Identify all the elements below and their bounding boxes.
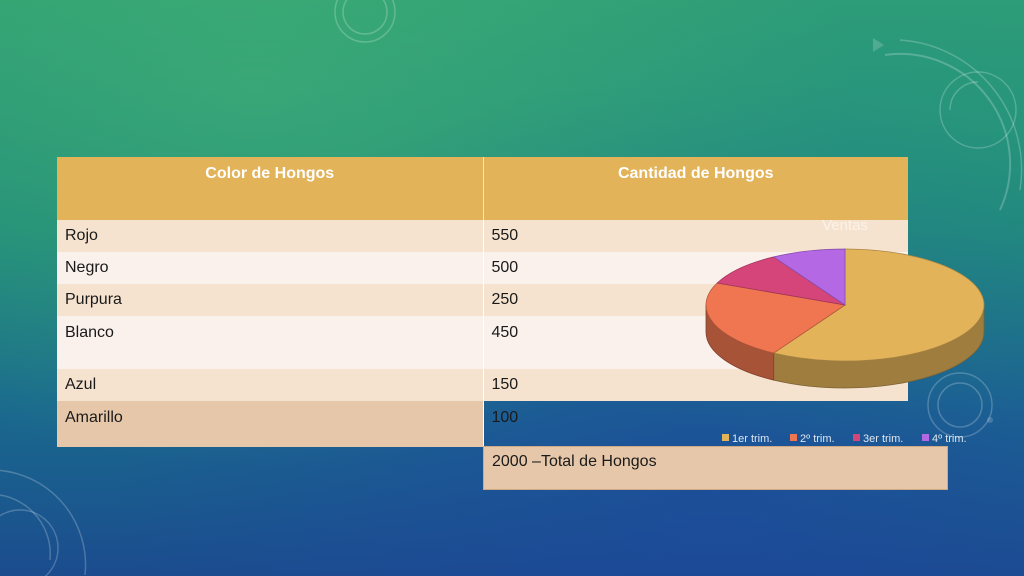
cell-color: Azul <box>57 369 484 401</box>
table-row: Rojo 550 <box>57 220 908 252</box>
cell-color: Blanco <box>57 316 484 369</box>
cell-quantity: 550 <box>483 220 908 252</box>
pie-slice-2 <box>705 282 847 354</box>
legend-swatch <box>853 434 860 441</box>
header-color: Color de Hongos <box>57 157 484 220</box>
legend-label: 2º trim. <box>800 433 835 445</box>
legend-item-2: 2º trim. <box>790 433 835 445</box>
legend-label: 4º trim. <box>932 433 967 445</box>
pie-slice-1 <box>772 248 985 362</box>
header-quantity: Cantidad de Hongos <box>483 157 908 220</box>
legend-swatch <box>922 434 929 441</box>
legend-item-1: 1er trim. <box>722 433 772 445</box>
chart-title: Ventas <box>822 217 868 234</box>
total-box: 2000 –Total de Hongos <box>483 446 948 490</box>
table-row: Amarillo 100 <box>57 401 908 447</box>
legend-swatch <box>722 434 729 441</box>
legend-item-4: 4º trim. <box>922 433 967 445</box>
pie-slice-3 <box>716 256 846 306</box>
pie-top <box>705 248 985 362</box>
chart-legend: 1er trim. 2º trim. 3er trim. 4º trim. <box>722 433 967 445</box>
legend-swatch <box>790 434 797 441</box>
cell-color: Rojo <box>57 220 484 252</box>
cell-color: Negro <box>57 252 484 284</box>
mushroom-table: Color de Hongos Cantidad de Hongos Rojo … <box>57 157 908 447</box>
table-header-row: Color de Hongos Cantidad de Hongos <box>57 157 908 220</box>
pie-slice-4 <box>772 248 846 306</box>
cell-color: Amarillo <box>57 401 484 447</box>
cell-color: Purpura <box>57 284 484 316</box>
legend-label: 1er trim. <box>732 433 772 445</box>
legend-item-3: 3er trim. <box>853 433 903 445</box>
legend-label: 3er trim. <box>863 433 903 445</box>
cell-quantity: 100 <box>491 409 519 426</box>
